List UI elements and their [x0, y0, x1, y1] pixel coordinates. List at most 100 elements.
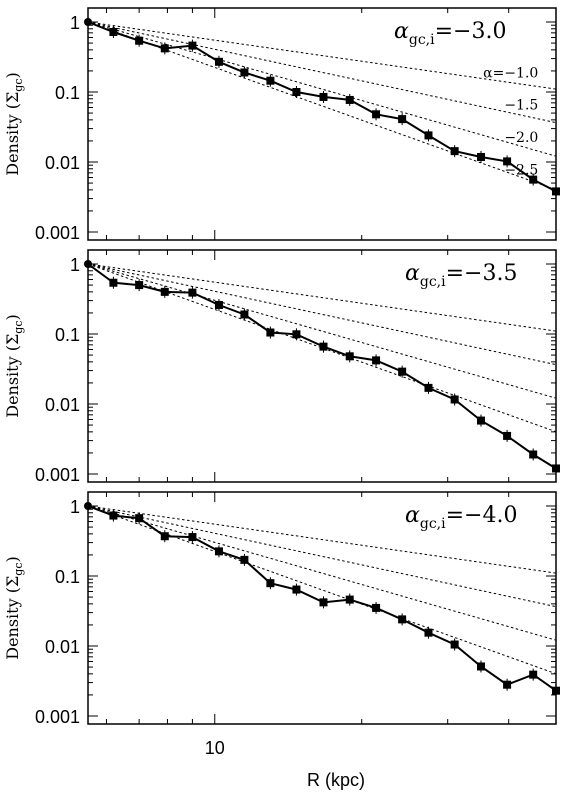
panel-alpha-3.5: 1 0.1 0.01 0.001 Density (Σgc) αgc,i=−3.5 — [3, 249, 560, 485]
power-law-labels: α=−1.0−1.5−2.0−2.5 — [483, 65, 538, 178]
data-point — [424, 383, 433, 392]
data-point — [552, 464, 560, 473]
power-law-line — [87, 263, 557, 332]
data-point — [135, 514, 144, 523]
data-point — [476, 416, 485, 425]
data-point — [160, 287, 169, 296]
y-axis-label: Density (Σgc) — [3, 556, 25, 660]
data-point — [476, 152, 485, 161]
x-tick-label: 10 — [205, 738, 225, 758]
data-series — [84, 502, 560, 697]
data-point — [345, 95, 354, 104]
data-point — [424, 628, 433, 637]
data-point — [109, 278, 118, 287]
data-point — [552, 686, 560, 695]
data-point — [266, 76, 275, 85]
power-law-label: α=−1.0 — [483, 65, 538, 81]
data-point — [160, 44, 169, 53]
data-point — [398, 615, 407, 624]
data-point — [450, 147, 459, 156]
data-point — [529, 450, 538, 459]
data-point — [266, 579, 275, 588]
series-line — [87, 21, 557, 193]
data-point — [450, 395, 459, 404]
power-law-line — [87, 263, 557, 399]
plot-frame — [87, 491, 557, 725]
data-series — [84, 260, 560, 475]
panel-label: αgc,i=−3.0 — [394, 19, 506, 48]
power-law-lines — [87, 263, 557, 433]
panel-label: αgc,i=−4.0 — [405, 503, 517, 532]
y-tick-label: 0.001 — [35, 707, 80, 727]
series-line — [87, 263, 557, 470]
data-point — [188, 41, 197, 50]
data-point — [372, 356, 381, 365]
y-tick-label: 0.1 — [55, 325, 80, 345]
data-point — [109, 27, 118, 36]
data-point — [292, 585, 301, 594]
data-point — [503, 680, 512, 689]
data-point — [529, 670, 538, 679]
y-axis-label: Density (Σgc) — [3, 72, 25, 176]
y-tick-label: 1 — [70, 497, 80, 517]
data-point — [109, 511, 118, 520]
power-law-line — [87, 21, 557, 90]
y-tick-label: 1 — [70, 13, 80, 33]
data-point — [398, 367, 407, 376]
y-tick-label: 0.1 — [55, 83, 80, 103]
x-tick-labels: 10 — [205, 738, 225, 758]
data-point — [135, 281, 144, 290]
data-point — [319, 598, 328, 607]
series-line — [87, 505, 557, 692]
data-point — [345, 595, 354, 604]
y-tick-label: 0.001 — [35, 465, 80, 485]
panel-label: αgc,i=−3.5 — [405, 261, 517, 290]
data-point — [84, 18, 92, 26]
data-point — [135, 36, 144, 45]
data-point — [503, 157, 512, 166]
data-point — [188, 288, 197, 297]
data-point — [345, 352, 354, 361]
data-point — [240, 68, 249, 77]
y-tick-label: 0.1 — [55, 567, 80, 587]
data-point — [319, 342, 328, 351]
power-law-lines — [87, 505, 557, 675]
y-tick-labels: 1 0.1 0.01 0.001 — [35, 250, 557, 485]
y-tick-label: 0.01 — [45, 395, 80, 415]
y-tick-label: 0.01 — [45, 153, 80, 173]
data-series — [84, 18, 560, 198]
data-point — [266, 328, 275, 337]
data-point — [214, 547, 223, 556]
y-axis-label: Density (Σgc) — [3, 314, 25, 418]
data-point — [214, 300, 223, 309]
power-law-lines — [87, 21, 557, 191]
data-point — [214, 57, 223, 66]
y-tick-label: 0.001 — [35, 223, 80, 243]
data-point — [240, 555, 249, 564]
data-point — [424, 131, 433, 140]
data-point — [450, 640, 459, 649]
y-tick-label: 1 — [70, 255, 80, 275]
data-point — [372, 603, 381, 612]
y-tick-labels: 1 0.1 0.01 0.001 — [35, 8, 557, 243]
panel-alpha-3.0: 1 0.1 0.01 0.001 Density (Σgc) αgc,i=−3.0 α… — [3, 7, 560, 243]
data-point — [372, 110, 381, 119]
power-law-label: −2.0 — [504, 130, 538, 146]
power-law-line — [87, 505, 557, 641]
plot-frame — [87, 7, 557, 241]
data-point — [292, 330, 301, 339]
data-point — [240, 310, 249, 319]
power-law-line — [87, 505, 557, 574]
plot-frame — [87, 249, 557, 483]
power-law-label: −1.5 — [504, 98, 538, 114]
data-point — [503, 431, 512, 440]
data-point — [319, 92, 328, 101]
panel-alpha-4.0: 1 0.1 0.01 0.001 Density (Σgc) αgc,i=−4.0 — [3, 491, 560, 727]
data-point — [160, 532, 169, 541]
data-point — [84, 502, 92, 510]
power-law-line — [87, 21, 557, 157]
data-point — [188, 533, 197, 542]
y-tick-label: 0.01 — [45, 637, 80, 657]
data-point — [552, 187, 560, 196]
